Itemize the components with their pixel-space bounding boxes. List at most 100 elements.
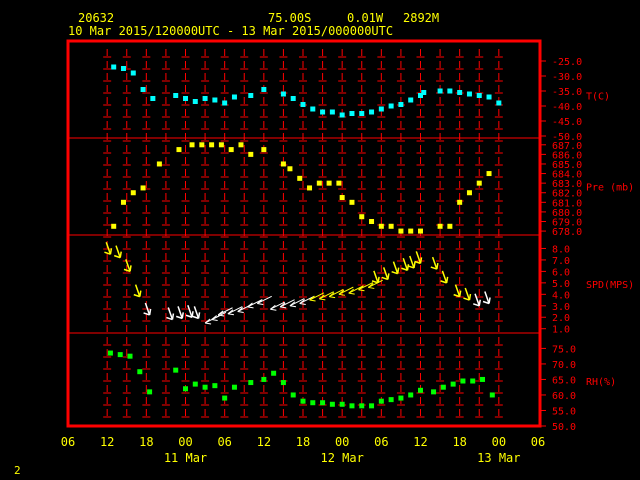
x-tick-label: 00 bbox=[492, 435, 506, 449]
wind-barb-shaft bbox=[415, 251, 422, 264]
wind-barb bbox=[123, 259, 132, 273]
temp-point bbox=[457, 90, 463, 95]
wind-barb-head bbox=[279, 302, 286, 308]
wind-barb-head bbox=[166, 316, 173, 321]
wind-barb-head bbox=[139, 290, 142, 297]
pres-point bbox=[336, 180, 342, 186]
temp-point bbox=[418, 93, 423, 98]
pres-point bbox=[248, 151, 254, 157]
rh-point bbox=[339, 401, 345, 407]
temp-point bbox=[261, 87, 267, 92]
rh-point bbox=[480, 376, 486, 382]
rh-point bbox=[431, 389, 437, 395]
wind-barb-head bbox=[329, 296, 336, 299]
wind-barb-shaft bbox=[484, 291, 490, 304]
wind-barb-shaft bbox=[348, 285, 364, 294]
wind-barb-head bbox=[328, 292, 335, 298]
temp-point bbox=[447, 88, 453, 94]
day-label: 12 Mar bbox=[320, 451, 363, 465]
rh-point bbox=[378, 398, 384, 404]
wind-barb bbox=[270, 301, 285, 311]
wind-barb-shaft bbox=[257, 295, 272, 304]
rh-point bbox=[310, 400, 316, 406]
wind-barb-shaft bbox=[402, 257, 409, 271]
x-tick-label: 06 bbox=[374, 435, 388, 449]
temp-point bbox=[212, 97, 218, 103]
wind-barb-head bbox=[143, 312, 150, 316]
wind-barb-head bbox=[227, 313, 235, 316]
spd-tick-label: 4.0 bbox=[552, 290, 570, 301]
rh-point bbox=[231, 384, 237, 390]
wind-barb-head bbox=[185, 314, 193, 318]
wind-barb-shaft bbox=[134, 284, 141, 297]
wind-barb-head bbox=[473, 303, 480, 307]
pres-point bbox=[398, 228, 404, 234]
spd-axis-label: SPD(MPS) bbox=[586, 280, 634, 291]
pres-point bbox=[316, 180, 322, 186]
wind-barb bbox=[247, 299, 263, 309]
pres-tick-label: 680.0 bbox=[552, 208, 582, 219]
wind-barb-head bbox=[338, 293, 345, 296]
temp-point bbox=[140, 87, 146, 92]
rh-point bbox=[127, 353, 133, 359]
rh-tick-label: 60.0 bbox=[552, 391, 576, 402]
wind-barb-head bbox=[113, 254, 121, 259]
wind-barb-head bbox=[430, 266, 438, 270]
wind-barb-shaft bbox=[431, 256, 438, 270]
spd-tick-label: 3.0 bbox=[552, 302, 570, 313]
temp-point bbox=[310, 106, 316, 112]
wind-barb-head bbox=[309, 295, 315, 301]
wind-barb-head bbox=[211, 315, 217, 320]
wind-barb-shaft bbox=[328, 288, 344, 298]
rh-point bbox=[440, 384, 446, 390]
wind-barb-head bbox=[280, 306, 287, 309]
wind-barb bbox=[113, 245, 122, 259]
wind-barb-head bbox=[227, 309, 234, 315]
wind-barb bbox=[133, 284, 142, 298]
wind-barb-head bbox=[309, 299, 316, 302]
pres-point bbox=[369, 218, 375, 224]
wind-barb-head bbox=[256, 299, 263, 304]
wind-barb bbox=[482, 291, 491, 305]
wind-barb-head bbox=[257, 302, 264, 305]
corner-label: 2 bbox=[14, 464, 21, 477]
wind-barb-head bbox=[453, 293, 460, 298]
wind-barb-head bbox=[270, 304, 276, 310]
wind-barb-head bbox=[181, 312, 184, 319]
temp-point bbox=[349, 111, 355, 116]
wind-barb bbox=[309, 292, 325, 302]
wind-barb-shaft bbox=[409, 255, 415, 269]
rh-point bbox=[329, 401, 335, 407]
wind-barb-head bbox=[217, 310, 224, 316]
wind-barb bbox=[227, 306, 243, 316]
rh-point bbox=[290, 392, 296, 398]
wind-barb bbox=[143, 302, 152, 316]
rh-point bbox=[460, 378, 466, 384]
spd-tick-label: 7.0 bbox=[552, 256, 570, 267]
temp-tick-label: -40.0 bbox=[552, 102, 582, 113]
rh-point bbox=[450, 381, 456, 387]
wind-barb-head bbox=[348, 288, 355, 294]
rh-tick-label: 75.0 bbox=[552, 344, 576, 355]
temp-point bbox=[173, 93, 179, 98]
wind-barb bbox=[175, 306, 184, 320]
wind-barb bbox=[279, 299, 295, 309]
wind-barb-head bbox=[191, 311, 194, 318]
pres-point bbox=[349, 199, 355, 205]
x-tick-label: 12 bbox=[413, 435, 427, 449]
x-tick-label: 18 bbox=[296, 435, 310, 449]
wind-barb-shaft bbox=[454, 284, 461, 297]
rh-point bbox=[408, 392, 414, 398]
rh-point bbox=[248, 380, 254, 386]
wind-barb-shaft bbox=[211, 311, 227, 320]
x-tick-label: 12 bbox=[257, 435, 271, 449]
rh-point bbox=[489, 392, 495, 398]
wind-barb-head bbox=[218, 314, 225, 317]
wind-barb bbox=[289, 298, 305, 308]
axis-layer: -25.0-30.0-35.0-40.0-45.0-50.0T(C)687.06… bbox=[61, 39, 634, 465]
temp-tick-label: -35.0 bbox=[552, 87, 582, 98]
wind-barb bbox=[414, 251, 423, 265]
spd-tick-label: 2.0 bbox=[552, 313, 570, 324]
wind-barb bbox=[407, 255, 416, 269]
pres-point bbox=[199, 142, 205, 148]
